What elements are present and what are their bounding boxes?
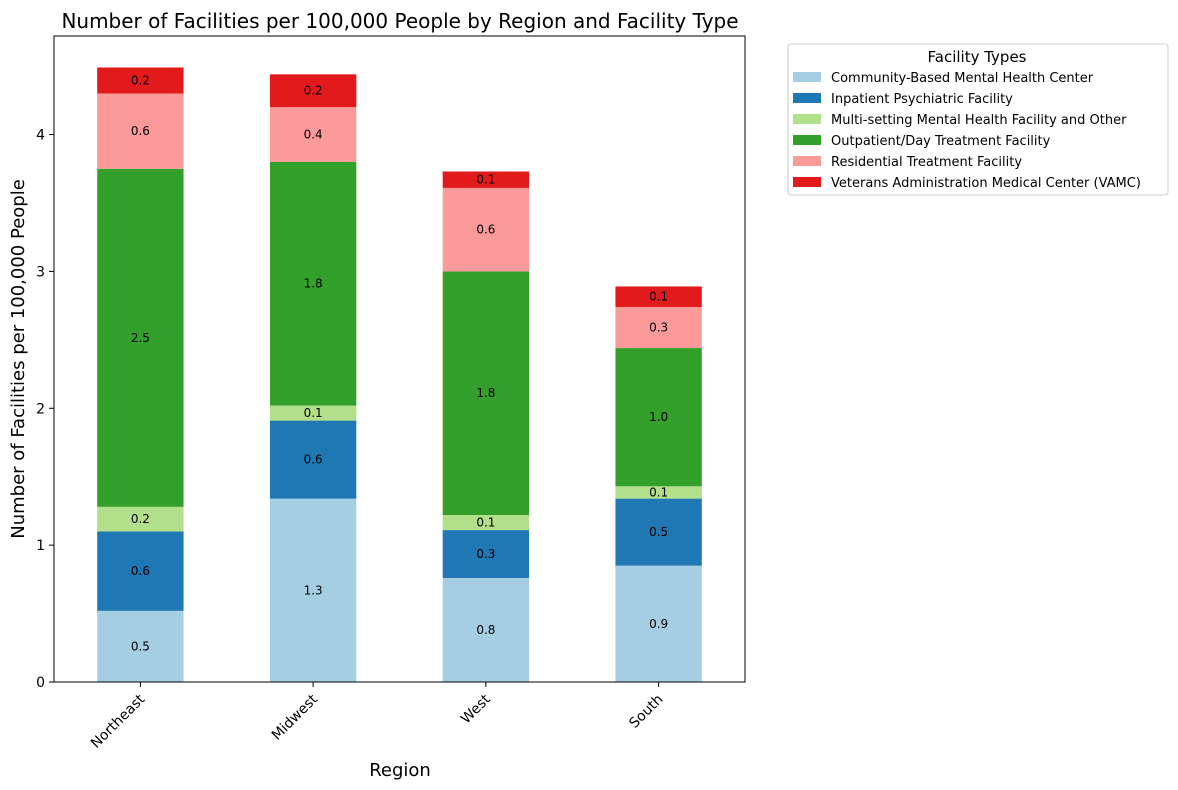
legend-box [787, 43, 1169, 196]
y-tick-label: 2 [36, 401, 45, 417]
bar-segment [269, 107, 357, 162]
bar-segment [97, 531, 184, 611]
y-tick-label: 0 [36, 675, 45, 691]
legend-item-label: Community-Based Mental Health Center [831, 71, 1094, 86]
y-tick-label: 4 [36, 128, 45, 144]
data-label: 0.2 [131, 73, 150, 87]
plot-frame [53, 35, 746, 683]
data-label: 0.9 [649, 617, 668, 631]
legend-swatch [793, 135, 821, 145]
bar-segment [615, 306, 702, 349]
data-label: 0.3 [476, 547, 495, 561]
plot-area: 0.5 0.6 0.2 2.5 0.6 0.2 1.3 0.6 0.1 1.8 0.4 0.2 0.8 0… [97, 67, 702, 682]
bar-segment [442, 530, 530, 578]
bar-segment [615, 565, 702, 682]
bar-segment [442, 171, 530, 188]
x-tick-label: West [458, 691, 494, 727]
data-label: 1.0 [649, 410, 668, 424]
data-label: 2.5 [131, 331, 150, 345]
bar-segment [97, 168, 184, 507]
bar-segment [97, 610, 184, 682]
data-label: 0.6 [304, 453, 323, 467]
legend: Facility Types Community-Based Mental He… [787, 43, 1169, 196]
data-label: 0.8 [476, 623, 495, 637]
bar-segment [97, 67, 184, 94]
data-label: 0.6 [476, 223, 495, 237]
bar-segment [615, 498, 702, 566]
bar-segment [442, 271, 530, 516]
legend-swatch [793, 177, 821, 187]
data-label: 0.1 [476, 173, 495, 187]
x-tick-label: Northeast [88, 691, 149, 752]
bar-segment [269, 74, 357, 108]
bar-segment [615, 286, 702, 307]
y-tick-label: 3 [36, 264, 45, 280]
y-tick-label: 1 [36, 538, 45, 554]
legend-swatch [793, 156, 821, 166]
bar-segment [615, 348, 702, 487]
x-tick-label: Midwest [269, 691, 321, 743]
x-axis: Northeast Midwest West South [88, 682, 666, 752]
data-label: 0.2 [304, 84, 323, 98]
bar-segment [442, 515, 530, 531]
legend-swatch [793, 93, 821, 103]
data-label: 0.4 [304, 128, 323, 142]
legend-swatch [793, 114, 821, 124]
legend-item-label: Veterans Administration Medical Center (… [831, 176, 1141, 191]
x-axis-label: Region [369, 760, 431, 781]
data-label: 0.5 [649, 525, 668, 539]
data-label: 1.8 [304, 277, 323, 291]
bar-segment [442, 187, 530, 272]
data-label: 0.6 [131, 124, 150, 138]
data-label: 0.6 [131, 564, 150, 578]
data-label: 0.1 [649, 290, 668, 304]
data-label: 0.2 [131, 512, 150, 526]
data-label: 0.3 [649, 321, 668, 335]
legend-swatch [793, 72, 821, 82]
bar-segment [442, 577, 530, 682]
bar-segment [269, 161, 357, 406]
data-label: 0.1 [649, 485, 668, 499]
legend-item-label: Inpatient Psychiatric Facility [831, 92, 1013, 107]
legend-item-label: Outpatient/Day Treatment Facility [831, 134, 1051, 149]
y-axis: 0 1 2 3 4 [36, 128, 54, 691]
data-label: 1.3 [304, 583, 323, 597]
bar-segment [97, 93, 184, 169]
bar-segment [97, 506, 184, 532]
data-label: 0.1 [476, 516, 495, 530]
bar-segment [615, 486, 702, 499]
bar-segment [269, 498, 357, 682]
bar-segment [269, 405, 357, 421]
legend-item-label: Multi-setting Mental Health Facility and… [831, 113, 1127, 128]
legend-item-label: Residential Treatment Facility [831, 155, 1022, 170]
data-label: 0.5 [131, 639, 150, 653]
y-axis-label: Number of Facilities per 100,000 People [8, 179, 29, 539]
legend-title: Facility Types [928, 48, 1027, 66]
x-tick-label: South [626, 692, 666, 732]
data-label: 1.8 [476, 386, 495, 400]
data-label: 0.1 [304, 406, 323, 420]
bar-segment [269, 420, 357, 499]
chart-title: Number of Facilities per 100,000 People … [61, 9, 738, 33]
